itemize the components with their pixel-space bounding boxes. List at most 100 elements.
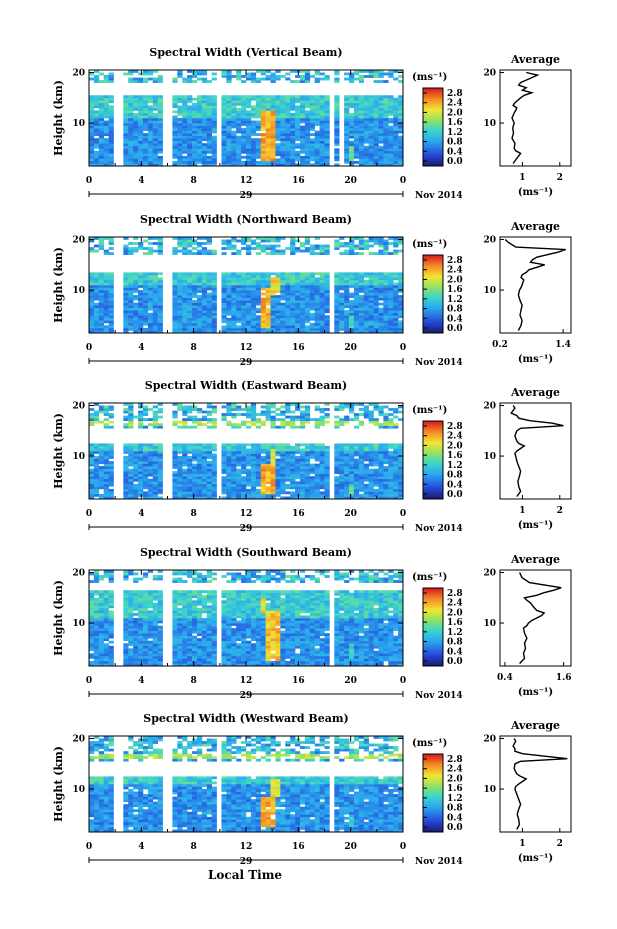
heatmap-cell [393, 287, 399, 291]
heatmap-cell [334, 405, 340, 409]
heatmap-cell [393, 453, 399, 457]
heatmap-cell [299, 415, 306, 419]
heatmap-cell [211, 317, 217, 321]
heatmap-cell [128, 155, 134, 159]
heatmap-cell [147, 158, 154, 162]
heatmap-cell [98, 312, 105, 316]
heatmap-cell [270, 415, 276, 419]
heatmap-cell [108, 77, 114, 81]
heatmap-cell [108, 153, 114, 157]
heatmap-cell [236, 310, 242, 314]
heatmap-cell [388, 330, 394, 334]
heatmap-cell [147, 277, 154, 281]
heatmap-cell [177, 493, 183, 497]
heatmap-cell [192, 425, 198, 429]
heatmap-cell [358, 325, 365, 329]
heatmap-cell [368, 478, 374, 482]
heatmap-cell [373, 327, 379, 331]
heatmap-cell [260, 320, 266, 324]
heatmap-cell [363, 408, 369, 411]
heatmap-cell [133, 466, 139, 469]
heatmap-cell [260, 100, 266, 104]
heatmap-cell [378, 249, 384, 253]
heatmap-cell [123, 148, 129, 152]
heatmap-cell [255, 140, 262, 144]
heatmap-cell [314, 244, 320, 248]
heatmap-xtick-label: 0 [400, 343, 406, 353]
heatmap-cell [398, 466, 404, 469]
heatmap-cell [290, 297, 296, 301]
heatmap-cell [236, 97, 242, 101]
heatmap-cell [172, 287, 178, 291]
heatmap-cell [142, 105, 149, 109]
heatmap-cell [98, 110, 105, 114]
heatmap-cell [138, 488, 144, 492]
heatmap-cell [358, 244, 365, 248]
heatmap-cell [93, 302, 100, 306]
heatmap-cell [299, 287, 306, 291]
heatmap-cell [133, 97, 139, 101]
heatmap-cell [98, 143, 105, 147]
heatmap-cell [319, 247, 325, 250]
heatmap-cell [103, 461, 109, 464]
heatmap-cell [108, 133, 114, 136]
heatmap-cell [319, 445, 325, 449]
heatmap-cell [398, 237, 404, 240]
heatmap-cell [265, 153, 271, 157]
heatmap-cell [314, 322, 320, 326]
heatmap-cell [388, 295, 394, 298]
heatmap-cell [358, 95, 365, 99]
heatmap-cell [388, 160, 394, 164]
heatmap-cell [290, 123, 296, 126]
heatmap-cell [295, 330, 301, 334]
heatmap-cell [388, 70, 394, 73]
heatmap-cell [236, 130, 242, 134]
heatmap-cell [172, 133, 178, 136]
heatmap-cell [383, 322, 389, 326]
heatmap-cell [241, 97, 247, 101]
heatmap-cell [383, 471, 389, 475]
heatmap-cell [226, 163, 232, 167]
heatmap-cell [299, 315, 306, 319]
heatmap-cell [177, 420, 183, 424]
heatmap-cell [295, 133, 301, 136]
heatmap-cell [383, 140, 389, 144]
heatmap-cell [309, 325, 315, 329]
heatmap-cell [358, 461, 365, 464]
heatmap-cell [255, 97, 262, 101]
heatmap-cell [123, 330, 129, 334]
heatmap-cell [196, 461, 203, 464]
heatmap-cell [133, 105, 139, 109]
heatmap-cell [349, 128, 355, 131]
heatmap-cell [108, 160, 114, 164]
heatmap-cell [89, 302, 95, 306]
colorbar-tick-label: 2.4 [447, 266, 463, 276]
heatmap-cell [231, 456, 237, 459]
heatmap-cell [226, 420, 232, 424]
heatmap-cell [177, 473, 183, 477]
heatmap-cell [138, 145, 144, 149]
heatmap-cell [378, 70, 384, 73]
heatmap-cell [221, 315, 227, 319]
heatmap-cell [334, 107, 340, 111]
heatmap-cell [93, 145, 100, 149]
heatmap-cell [393, 471, 399, 475]
heatmap-cell [280, 128, 286, 131]
heatmap-cell [221, 95, 227, 99]
heatmap-cell [285, 118, 291, 121]
heatmap-cell [93, 133, 100, 136]
heatmap-cell [280, 297, 286, 301]
heatmap-cell [123, 478, 129, 482]
heatmap-cell [334, 488, 340, 492]
heatmap-cell [157, 471, 163, 475]
heatmap-cell [133, 483, 139, 487]
heatmap-cell [152, 330, 158, 334]
heatmap-cell [172, 443, 178, 447]
heatmap-cell [172, 138, 178, 142]
heatmap-cell [275, 488, 281, 492]
heatmap-cell [142, 425, 149, 429]
heatmap-cell [196, 420, 203, 424]
heatmap-cell [187, 145, 193, 149]
heatmap-cell [373, 115, 379, 119]
heatmap-cell [142, 310, 149, 314]
